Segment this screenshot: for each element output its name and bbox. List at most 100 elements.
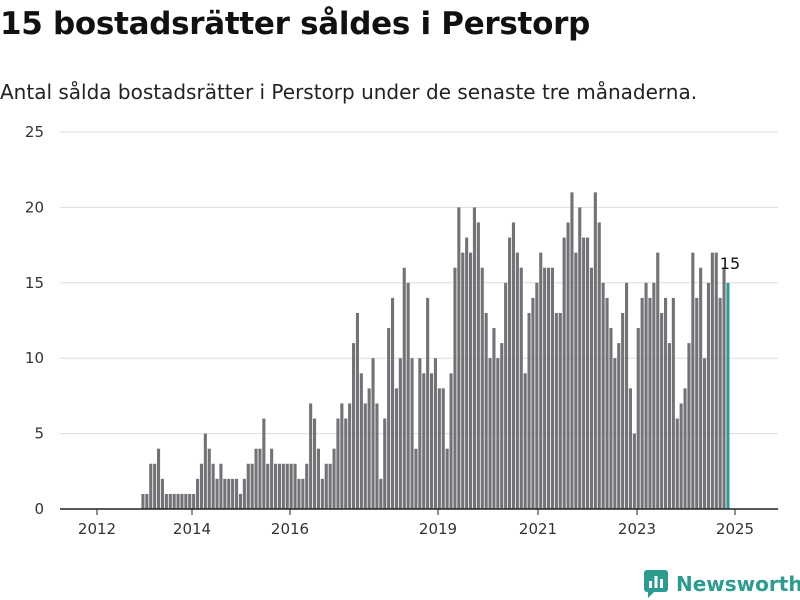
bar <box>164 493 168 509</box>
bar <box>203 433 207 509</box>
bar <box>418 358 422 509</box>
bar <box>582 237 586 509</box>
bar <box>363 403 367 509</box>
chart-subtitle: Antal sålda bostadsrätter i Perstorp und… <box>0 80 698 104</box>
bar <box>367 388 371 509</box>
bar <box>168 493 172 509</box>
bar <box>157 448 161 509</box>
bar <box>219 463 223 509</box>
bar <box>309 403 313 509</box>
bar <box>562 237 566 509</box>
bar <box>558 312 562 509</box>
bar <box>566 222 570 510</box>
bar <box>671 297 675 509</box>
bar <box>223 478 227 509</box>
bar-highlight <box>726 282 730 509</box>
bar <box>656 252 660 509</box>
bar <box>433 358 437 509</box>
bar <box>652 282 656 509</box>
y-tick-label: 10 <box>25 349 44 367</box>
bar <box>387 328 391 509</box>
bar <box>484 312 488 509</box>
x-tick-label: 2014 <box>173 520 211 538</box>
bar <box>289 463 293 509</box>
bar <box>687 343 691 509</box>
bar <box>207 448 211 509</box>
bar <box>270 448 274 509</box>
bar <box>706 282 710 509</box>
y-tick-label: 25 <box>25 123 44 141</box>
bar <box>328 463 332 509</box>
bar <box>192 493 196 509</box>
bar <box>180 493 184 509</box>
bar <box>453 267 457 509</box>
bar <box>461 252 465 509</box>
bars <box>141 192 730 510</box>
y-tick-label: 0 <box>34 500 44 518</box>
bar <box>508 237 512 509</box>
bar <box>176 493 180 509</box>
bar <box>535 282 539 509</box>
bar <box>718 297 722 509</box>
x-tick-label: 2021 <box>519 520 557 538</box>
bar <box>574 252 578 509</box>
bar <box>492 328 496 509</box>
bar <box>375 403 379 509</box>
bar <box>141 493 145 509</box>
bar <box>547 267 551 509</box>
bar <box>274 463 278 509</box>
bar <box>281 463 285 509</box>
bar <box>660 312 664 509</box>
bar <box>601 282 605 509</box>
bar <box>539 252 543 509</box>
bar <box>597 222 601 510</box>
bar <box>465 237 469 509</box>
bar <box>593 192 597 509</box>
bar <box>515 252 519 509</box>
newsworthy-logo-icon <box>644 570 668 598</box>
x-tick-label: 2012 <box>78 520 116 538</box>
bar <box>149 463 153 509</box>
bar <box>625 282 629 509</box>
bar <box>550 267 554 509</box>
y-tick-label: 5 <box>34 425 44 443</box>
bar <box>301 478 305 509</box>
bar <box>613 358 617 509</box>
x-tick-label: 2023 <box>618 520 656 538</box>
x-tick-label: 2016 <box>271 520 309 538</box>
y-axis-ticks: 0 5 10 15 20 25 <box>25 123 44 518</box>
bar <box>293 463 297 509</box>
bar <box>445 448 449 509</box>
bar <box>320 478 324 509</box>
bar <box>586 237 590 509</box>
bar <box>410 358 414 509</box>
bar <box>695 297 699 509</box>
bar <box>640 297 644 509</box>
bar <box>316 448 320 509</box>
bar <box>394 388 398 509</box>
bar <box>215 478 219 509</box>
bar <box>145 493 149 509</box>
bar <box>480 267 484 509</box>
bar <box>402 267 406 509</box>
bar <box>699 267 703 509</box>
y-tick-label: 20 <box>25 198 44 216</box>
bar <box>344 418 348 509</box>
bar <box>500 343 504 509</box>
bar <box>196 478 200 509</box>
bar <box>254 448 258 509</box>
bar <box>359 373 363 509</box>
bar <box>277 463 281 509</box>
bar <box>570 192 574 509</box>
bar <box>430 373 434 509</box>
x-tick-label: 2019 <box>419 520 457 538</box>
bar <box>683 388 687 509</box>
bar <box>667 343 671 509</box>
bar <box>632 433 636 509</box>
bar <box>414 448 418 509</box>
bar <box>636 328 640 509</box>
bar <box>519 267 523 509</box>
bar <box>531 297 535 509</box>
bar <box>644 282 648 509</box>
